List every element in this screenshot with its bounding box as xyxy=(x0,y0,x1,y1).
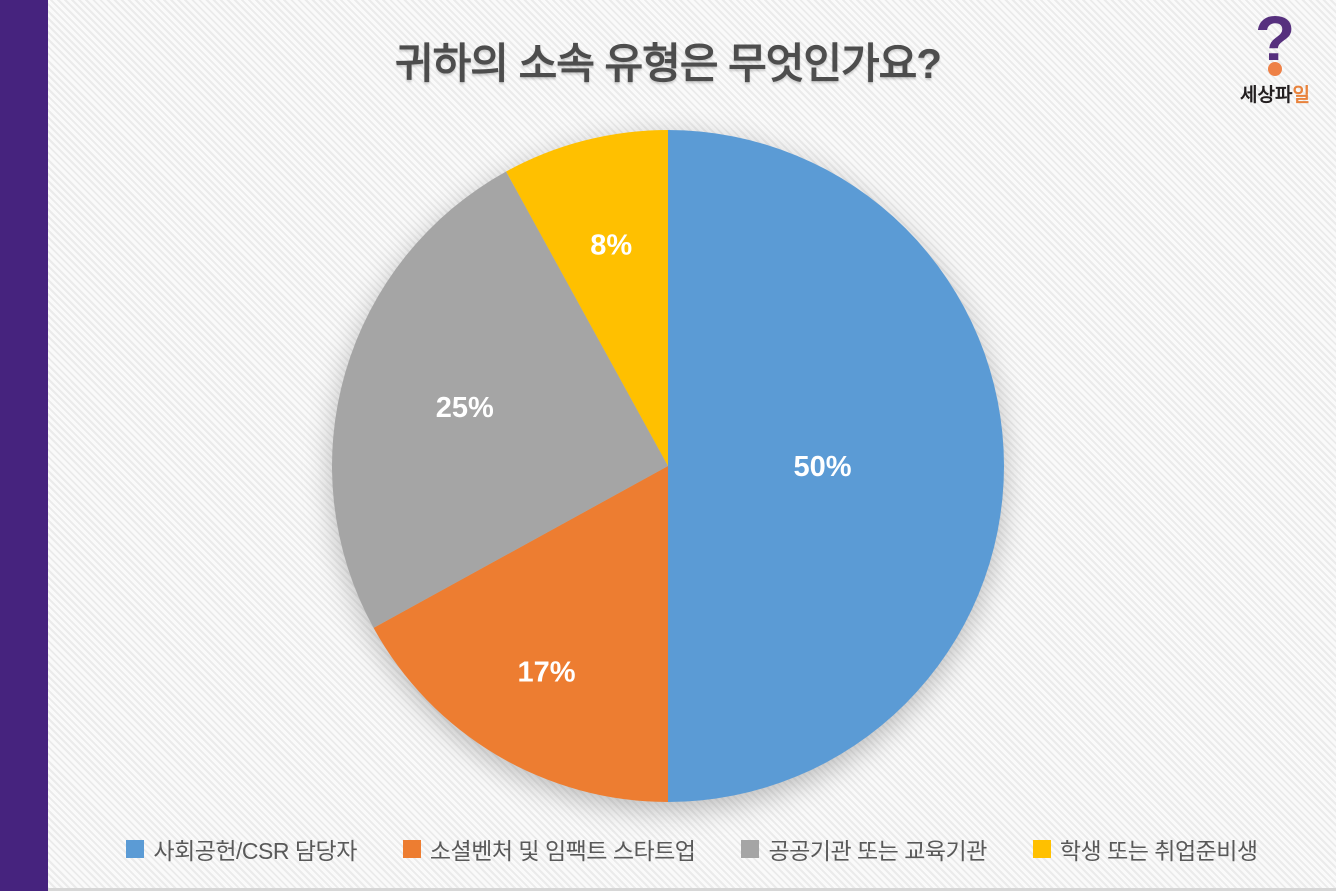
pie-data-label-3: 25% xyxy=(436,392,494,424)
legend-item: 소셜벤처 및 임팩트 스타트업 xyxy=(402,832,696,866)
legend-item: 학생 또는 취업준비생 xyxy=(1032,832,1258,866)
pie-slice-2 xyxy=(373,466,668,802)
chart-title: 귀하의 소속 유형은 무엇인가요? xyxy=(395,40,942,87)
question-mark-glyph: ? xyxy=(1254,10,1296,60)
pie-chart: 50% 17% 25% 8% xyxy=(332,130,1004,802)
legend-label: 학생 또는 취업준비생 xyxy=(1059,838,1258,864)
legend-label: 소셜벤처 및 임팩트 스타트업 xyxy=(429,838,696,864)
pie-data-label-2: 17% xyxy=(518,656,576,688)
question-mark-icon: ? xyxy=(1220,10,1330,78)
chart-legend: 사회공헌/CSR 담당자 소셜벤처 및 임팩트 스타트업 공공기관 또는 교육기… xyxy=(48,832,1336,866)
legend-swatch xyxy=(126,840,145,858)
question-mark-dot xyxy=(1268,62,1282,76)
legend-label: 사회공헌/CSR 담당자 xyxy=(153,838,357,864)
logo-text-accent: 일 xyxy=(1292,85,1310,106)
logo-text: 세상파일 xyxy=(1220,80,1330,107)
pie-slice-3 xyxy=(332,171,668,628)
pie-data-label-1: 50% xyxy=(794,451,852,483)
legend-swatch xyxy=(402,840,421,858)
pie-data-label-4: 8% xyxy=(590,230,632,262)
legend-item: 사회공헌/CSR 담당자 xyxy=(126,832,357,866)
legend-item: 공공기관 또는 교육기관 xyxy=(741,832,987,866)
legend-swatch xyxy=(741,840,760,858)
left-accent-bar xyxy=(0,0,48,891)
pie-slice-4 xyxy=(506,130,668,466)
pie-slice-1 xyxy=(668,130,1004,802)
legend-swatch xyxy=(1032,840,1051,858)
sesangpile-logo: ? 세상파일 xyxy=(1220,10,1330,107)
legend-label: 공공기관 또는 교육기관 xyxy=(768,838,987,864)
logo-text-dark: 세상파 xyxy=(1240,85,1293,106)
